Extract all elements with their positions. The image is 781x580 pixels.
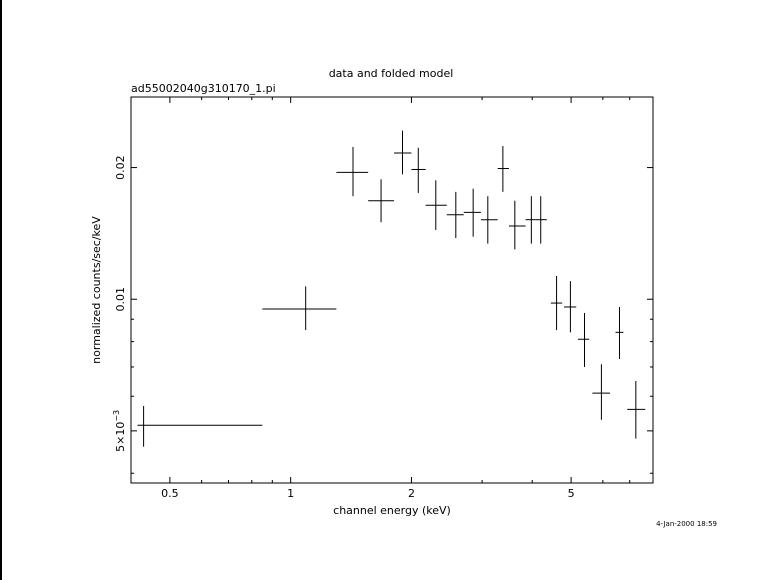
x-tick-label: 2 [408, 487, 415, 500]
y-tick-label-exponent: −3 [112, 410, 121, 422]
data-point [615, 306, 624, 359]
data-point [411, 147, 426, 193]
plot-frame [130, 96, 654, 484]
data-point [497, 146, 509, 192]
data-points [137, 130, 646, 447]
chart-subtitle: ad55002040g310170_1.pi [131, 82, 276, 95]
x-tick-label: 1 [287, 487, 294, 500]
x-tick-label: 5 [568, 487, 575, 500]
data-point [563, 281, 577, 333]
data-point [336, 146, 369, 197]
data-point [368, 179, 395, 223]
x-axis-ticks: 0.5 1 2 5 [161, 97, 654, 500]
data-point [262, 286, 337, 331]
chart-title: data and folded model [329, 67, 454, 80]
data-point [425, 180, 447, 230]
y-axis-ticks: 5×10−3 0.01 0.02 [112, 155, 653, 474]
data-point [550, 276, 563, 331]
y-axis-label: normalized counts/sec/keV [90, 216, 103, 364]
data-point [592, 364, 610, 420]
x-tick-label: 0.5 [161, 487, 179, 500]
timestamp: 4-Jan-2000 18:59 [656, 520, 717, 528]
data-point [627, 381, 646, 439]
y-tick-label: 0.02 [114, 155, 127, 180]
data-point [463, 188, 481, 237]
data-point [508, 200, 526, 250]
y-tick-label: 0.01 [114, 287, 127, 312]
data-point [577, 313, 590, 367]
data-point [480, 196, 498, 244]
data-point [525, 196, 536, 244]
window-edge-line [0, 0, 2, 580]
data-point [137, 405, 263, 447]
data-point [446, 191, 464, 239]
data-point [394, 130, 412, 175]
y-tick-label-mantissa: 5×10 [114, 422, 127, 452]
y-tick-label: 5×10−3 [112, 410, 127, 452]
data-point [535, 196, 547, 244]
x-axis-label: channel energy (keV) [333, 504, 451, 517]
